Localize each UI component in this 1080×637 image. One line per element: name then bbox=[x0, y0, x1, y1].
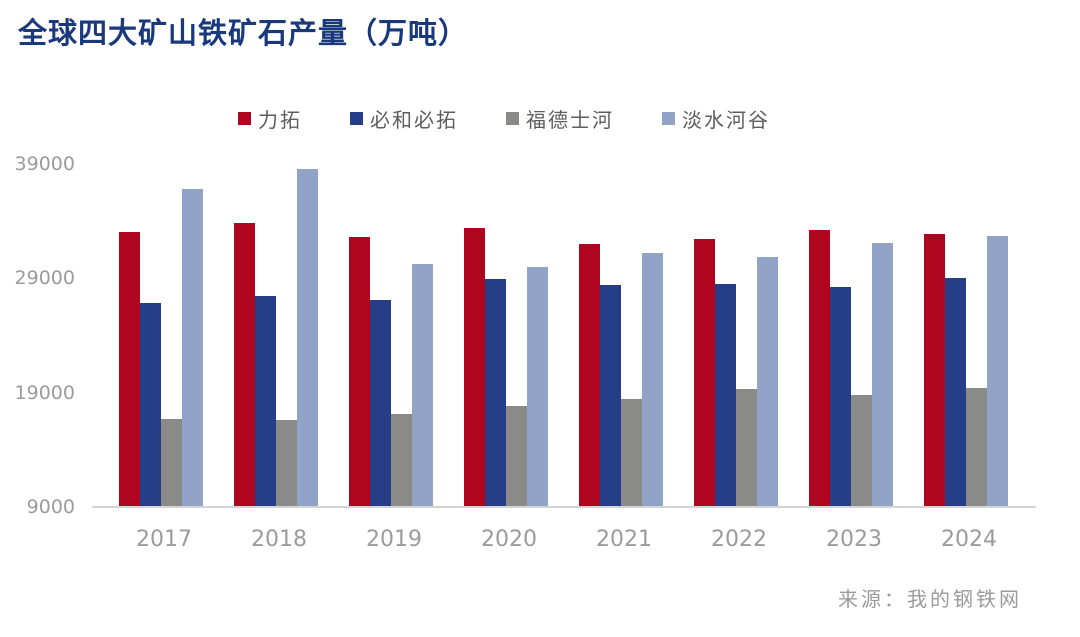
source-caption: 来源：我的钢铁网 bbox=[838, 587, 1022, 611]
x-axis-category-label: 2017 bbox=[136, 527, 192, 552]
bar-series0-2018 bbox=[234, 223, 255, 507]
bar-series0-2023 bbox=[809, 229, 830, 507]
y-axis-tick-label: 29000 bbox=[14, 267, 75, 289]
bar-series3-2019 bbox=[412, 264, 433, 507]
bar-series2-2017 bbox=[161, 418, 182, 507]
legend-label-0: 力拓 bbox=[258, 108, 302, 132]
legend-label-3: 淡水河谷 bbox=[682, 108, 770, 132]
legend-label-2: 福德士河 bbox=[526, 108, 614, 132]
bar-series1-2020 bbox=[485, 279, 506, 507]
y-axis-tick-label: 19000 bbox=[14, 381, 75, 404]
bar-series1-2024 bbox=[945, 278, 966, 507]
bar-series2-2023 bbox=[851, 394, 872, 507]
legend-item-3: 淡水河谷 bbox=[662, 104, 770, 133]
bar-series0-2024 bbox=[924, 234, 945, 507]
x-axis-line bbox=[92, 506, 1036, 508]
bar-series3-2021 bbox=[642, 252, 663, 507]
bar-series3-2024 bbox=[987, 235, 1008, 507]
legend-swatch-icon-0 bbox=[238, 112, 251, 125]
legend-item-0: 力拓 bbox=[238, 104, 302, 133]
bar-series1-2021 bbox=[600, 284, 621, 507]
x-axis-category-label: 2024 bbox=[941, 527, 997, 552]
bar-series2-2020 bbox=[506, 406, 527, 507]
bar-series1-2018 bbox=[255, 296, 276, 507]
y-axis-tick-label: 9000 bbox=[26, 496, 75, 518]
legend-swatch-icon-3 bbox=[662, 112, 675, 125]
bar-series2-2019 bbox=[391, 414, 412, 507]
bar-series3-2022 bbox=[757, 257, 778, 507]
legend-swatch-icon-2 bbox=[506, 112, 519, 125]
x-axis-category-label: 2018 bbox=[251, 527, 307, 552]
x-axis-category-label: 2022 bbox=[711, 527, 767, 552]
bar-series2-2018 bbox=[276, 419, 297, 507]
bar-series0-2020 bbox=[464, 227, 485, 507]
bar-series0-2022 bbox=[694, 239, 715, 507]
x-axis-category-label: 2020 bbox=[481, 527, 537, 552]
bar-series2-2021 bbox=[621, 399, 642, 507]
bar-series3-2023 bbox=[872, 242, 893, 507]
bar-series3-2018 bbox=[297, 169, 318, 507]
bar-series0-2021 bbox=[579, 243, 600, 507]
bar-series3-2020 bbox=[527, 266, 548, 507]
bar-series1-2019 bbox=[370, 299, 391, 507]
bar-series1-2022 bbox=[715, 283, 736, 507]
legend-swatch-icon-1 bbox=[350, 112, 363, 125]
legend: 力拓 必和必拓 福德士河 淡水河谷 bbox=[238, 104, 770, 133]
legend-item-2: 福德士河 bbox=[506, 104, 614, 133]
bar-series2-2024 bbox=[966, 387, 987, 507]
bar-series1-2023 bbox=[830, 287, 851, 507]
bar-series2-2022 bbox=[736, 389, 757, 507]
bar-series1-2017 bbox=[140, 303, 161, 507]
bar-series0-2019 bbox=[349, 236, 370, 507]
x-axis-category-label: 2019 bbox=[366, 527, 422, 552]
y-axis-tick-label: 39000 bbox=[14, 152, 75, 175]
bar-series3-2017 bbox=[182, 188, 203, 507]
bar-series0-2017 bbox=[119, 232, 140, 507]
x-axis-category-label: 2021 bbox=[596, 527, 652, 552]
chart-title: 全球四大矿山铁矿石产量（万吨） bbox=[18, 16, 469, 50]
legend-label-1: 必和必拓 bbox=[370, 108, 458, 132]
legend-item-1: 必和必拓 bbox=[350, 104, 458, 133]
x-axis-category-label: 2023 bbox=[826, 527, 882, 552]
